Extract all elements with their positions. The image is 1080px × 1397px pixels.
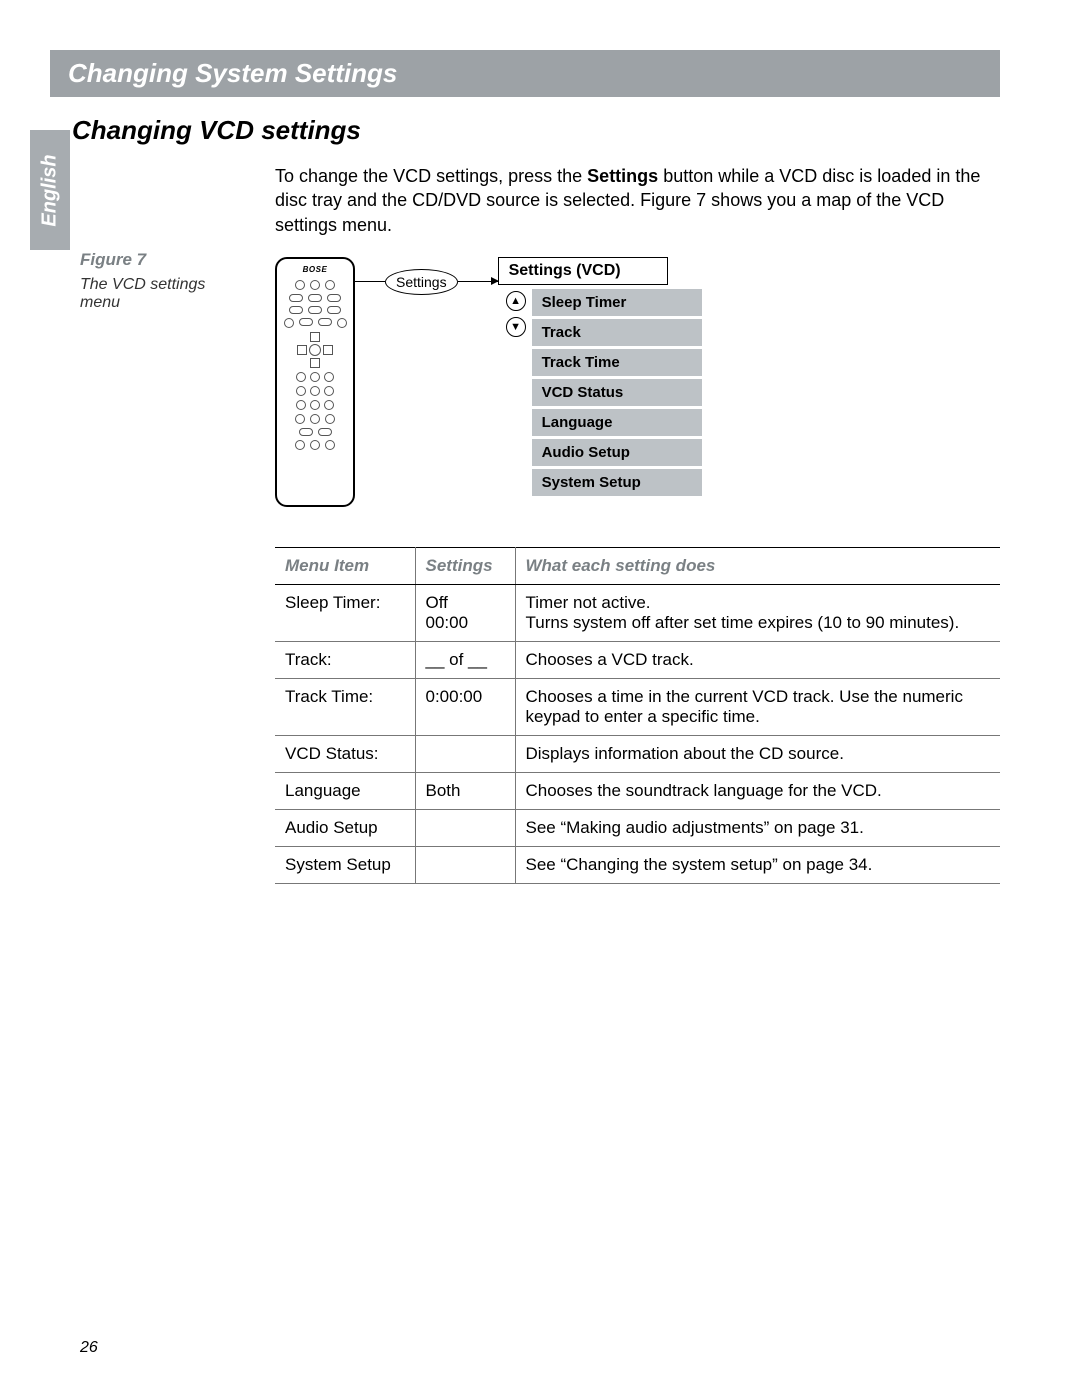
cell-setting: __ of __ <box>415 641 515 678</box>
menu-item: Track <box>532 319 702 346</box>
page-number: 26 <box>80 1339 98 1357</box>
section-title: Changing VCD settings <box>72 115 1000 146</box>
cell-description: Chooses the soundtrack language for the … <box>515 772 1000 809</box>
cell-menu-item: Sleep Timer: <box>275 584 415 641</box>
header-bar: Changing System Settings <box>50 50 1000 97</box>
cell-description: See “Making audio adjustments” on page 3… <box>515 809 1000 846</box>
settings-table: Menu Item Settings What each setting doe… <box>275 547 1000 884</box>
settings-callout: Settings <box>355 269 498 295</box>
cell-setting: Off 00:00 <box>415 584 515 641</box>
menu-items-list: Sleep Timer Track Track Time VCD Status Lang… <box>532 289 702 499</box>
settings-button-label: Settings <box>385 269 458 295</box>
th-settings: Settings <box>415 547 515 584</box>
menu-item: Language <box>532 409 702 436</box>
remote-illustration: BOSE <box>275 257 355 507</box>
menu-item: Track Time <box>532 349 702 376</box>
cell-menu-item: VCD Status: <box>275 735 415 772</box>
nav-up-icon: ▲ <box>506 291 526 311</box>
figure-caption: The VCD settings menu <box>80 276 240 312</box>
intro-paragraph: To change the VCD settings, press the Se… <box>275 164 1000 237</box>
cell-menu-item: System Setup <box>275 846 415 883</box>
header-title: Changing System Settings <box>68 58 397 88</box>
remote-brand: BOSE <box>303 265 328 274</box>
table-row: LanguageBothChooses the soundtrack langu… <box>275 772 1000 809</box>
cell-menu-item: Audio Setup <box>275 809 415 846</box>
th-menu-item: Menu Item <box>275 547 415 584</box>
table-row: Audio Setup See “Making audio adjustments… <box>275 809 1000 846</box>
cell-setting <box>415 846 515 883</box>
cell-setting: Both <box>415 772 515 809</box>
nav-down-icon: ▼ <box>506 317 526 337</box>
menu-item: Sleep Timer <box>532 289 702 316</box>
cell-description: See “Changing the system setup” on page … <box>515 846 1000 883</box>
arrow-icon <box>458 281 498 282</box>
figure-number: Figure 7 <box>80 250 240 270</box>
table-row: Track Time:0:00:00Chooses a time in the … <box>275 678 1000 735</box>
cell-description: Chooses a time in the current VCD track.… <box>515 678 1000 735</box>
cell-description: Displays information about the CD source… <box>515 735 1000 772</box>
table-row: VCD Status: Displays information about th… <box>275 735 1000 772</box>
cell-menu-item: Track: <box>275 641 415 678</box>
cell-description: Chooses a VCD track. <box>515 641 1000 678</box>
cell-setting <box>415 735 515 772</box>
language-tab-text: English <box>39 154 62 226</box>
menu-item: VCD Status <box>532 379 702 406</box>
menu-item: System Setup <box>532 469 702 496</box>
menu-panel-title: Settings (VCD) <box>498 257 668 285</box>
table-row: Sleep Timer:Off 00:00Timer not active. T… <box>275 584 1000 641</box>
cell-menu-item: Track Time: <box>275 678 415 735</box>
figure-content: BOSE Settings <box>275 257 1000 507</box>
cell-setting <box>415 809 515 846</box>
menu-item: Audio Setup <box>532 439 702 466</box>
table-row: System Setup See “Changing the system set… <box>275 846 1000 883</box>
th-description: What each setting does <box>515 547 1000 584</box>
cell-setting: 0:00:00 <box>415 678 515 735</box>
table-row: Track:__ of __Chooses a VCD track. <box>275 641 1000 678</box>
figure-label-block: Figure 7 The VCD settings menu <box>80 250 240 312</box>
cell-description: Timer not active. Turns system off after… <box>515 584 1000 641</box>
cell-menu-item: Language <box>275 772 415 809</box>
language-tab: English <box>30 130 70 250</box>
